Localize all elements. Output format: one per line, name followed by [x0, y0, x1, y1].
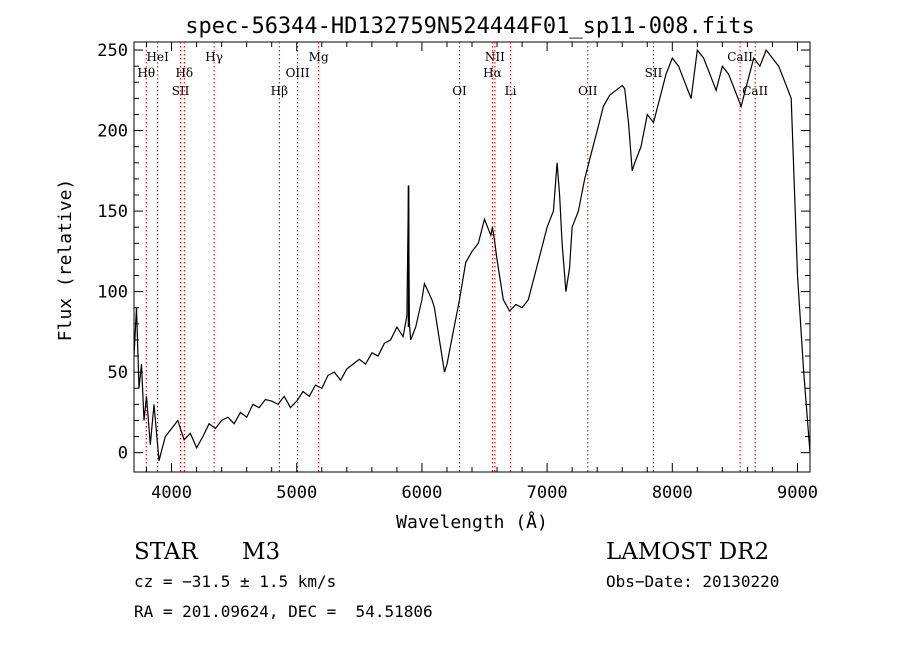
line-label-sii: SII — [645, 66, 663, 80]
x-tick-label: 5000 — [276, 483, 317, 503]
y-tick-label: 250 — [97, 41, 128, 61]
line-label-oiii: OIII — [286, 66, 310, 80]
line-label-h: Hβ — [271, 84, 288, 98]
y-tick-label: 0 — [118, 444, 128, 464]
line-label-oii: OII — [578, 84, 598, 98]
object-subclass: M3 — [242, 539, 281, 565]
line-label-sii: SII — [172, 84, 190, 98]
line-label-nii: NII — [485, 50, 505, 64]
survey-name: LAMOST DR2 — [606, 539, 770, 565]
y-tick-label: 100 — [97, 283, 128, 303]
x-tick-label: 6000 — [401, 483, 442, 503]
line-label-hei: HeI — [147, 50, 170, 64]
y-tick-label: 50 — [108, 363, 128, 383]
observation-date: Obs−Date: 20130220 — [606, 572, 780, 591]
line-label-h: Hγ — [205, 50, 223, 64]
x-tick-label: 7000 — [527, 483, 568, 503]
line-label-caii: CaII — [742, 84, 768, 98]
x-axis-label: Wavelength (Å) — [396, 511, 548, 533]
x-tick-label: 4000 — [151, 483, 192, 503]
coordinates: RA = 201.09624, DEC = 54.51806 — [134, 602, 433, 621]
line-label-h: Hδ — [175, 66, 193, 80]
spectrum-series-0 — [134, 48, 810, 461]
line-label-oi: OI — [452, 84, 467, 98]
chart-title: spec-56344-HD132759N524444F01_sp11-008.f… — [185, 14, 755, 39]
y-tick-label: 150 — [97, 202, 128, 222]
line-label-h: Hθ — [137, 66, 155, 80]
x-tick-label: 8000 — [652, 483, 693, 503]
y-axis-label: Flux (relative) — [55, 179, 76, 342]
plot-frame — [133, 41, 811, 473]
x-tick-label: 9000 — [777, 483, 818, 503]
line-label-caii: CaII — [727, 50, 753, 64]
redshift-velocity: cz = −31.5 ± 1.5 km/s — [134, 572, 337, 591]
y-tick-label: 200 — [97, 122, 128, 142]
line-label-h: Hα — [483, 66, 502, 80]
object-class: STAR — [134, 539, 198, 565]
line-label-li: Li — [505, 84, 517, 98]
line-label-mg: Mg — [309, 50, 329, 64]
